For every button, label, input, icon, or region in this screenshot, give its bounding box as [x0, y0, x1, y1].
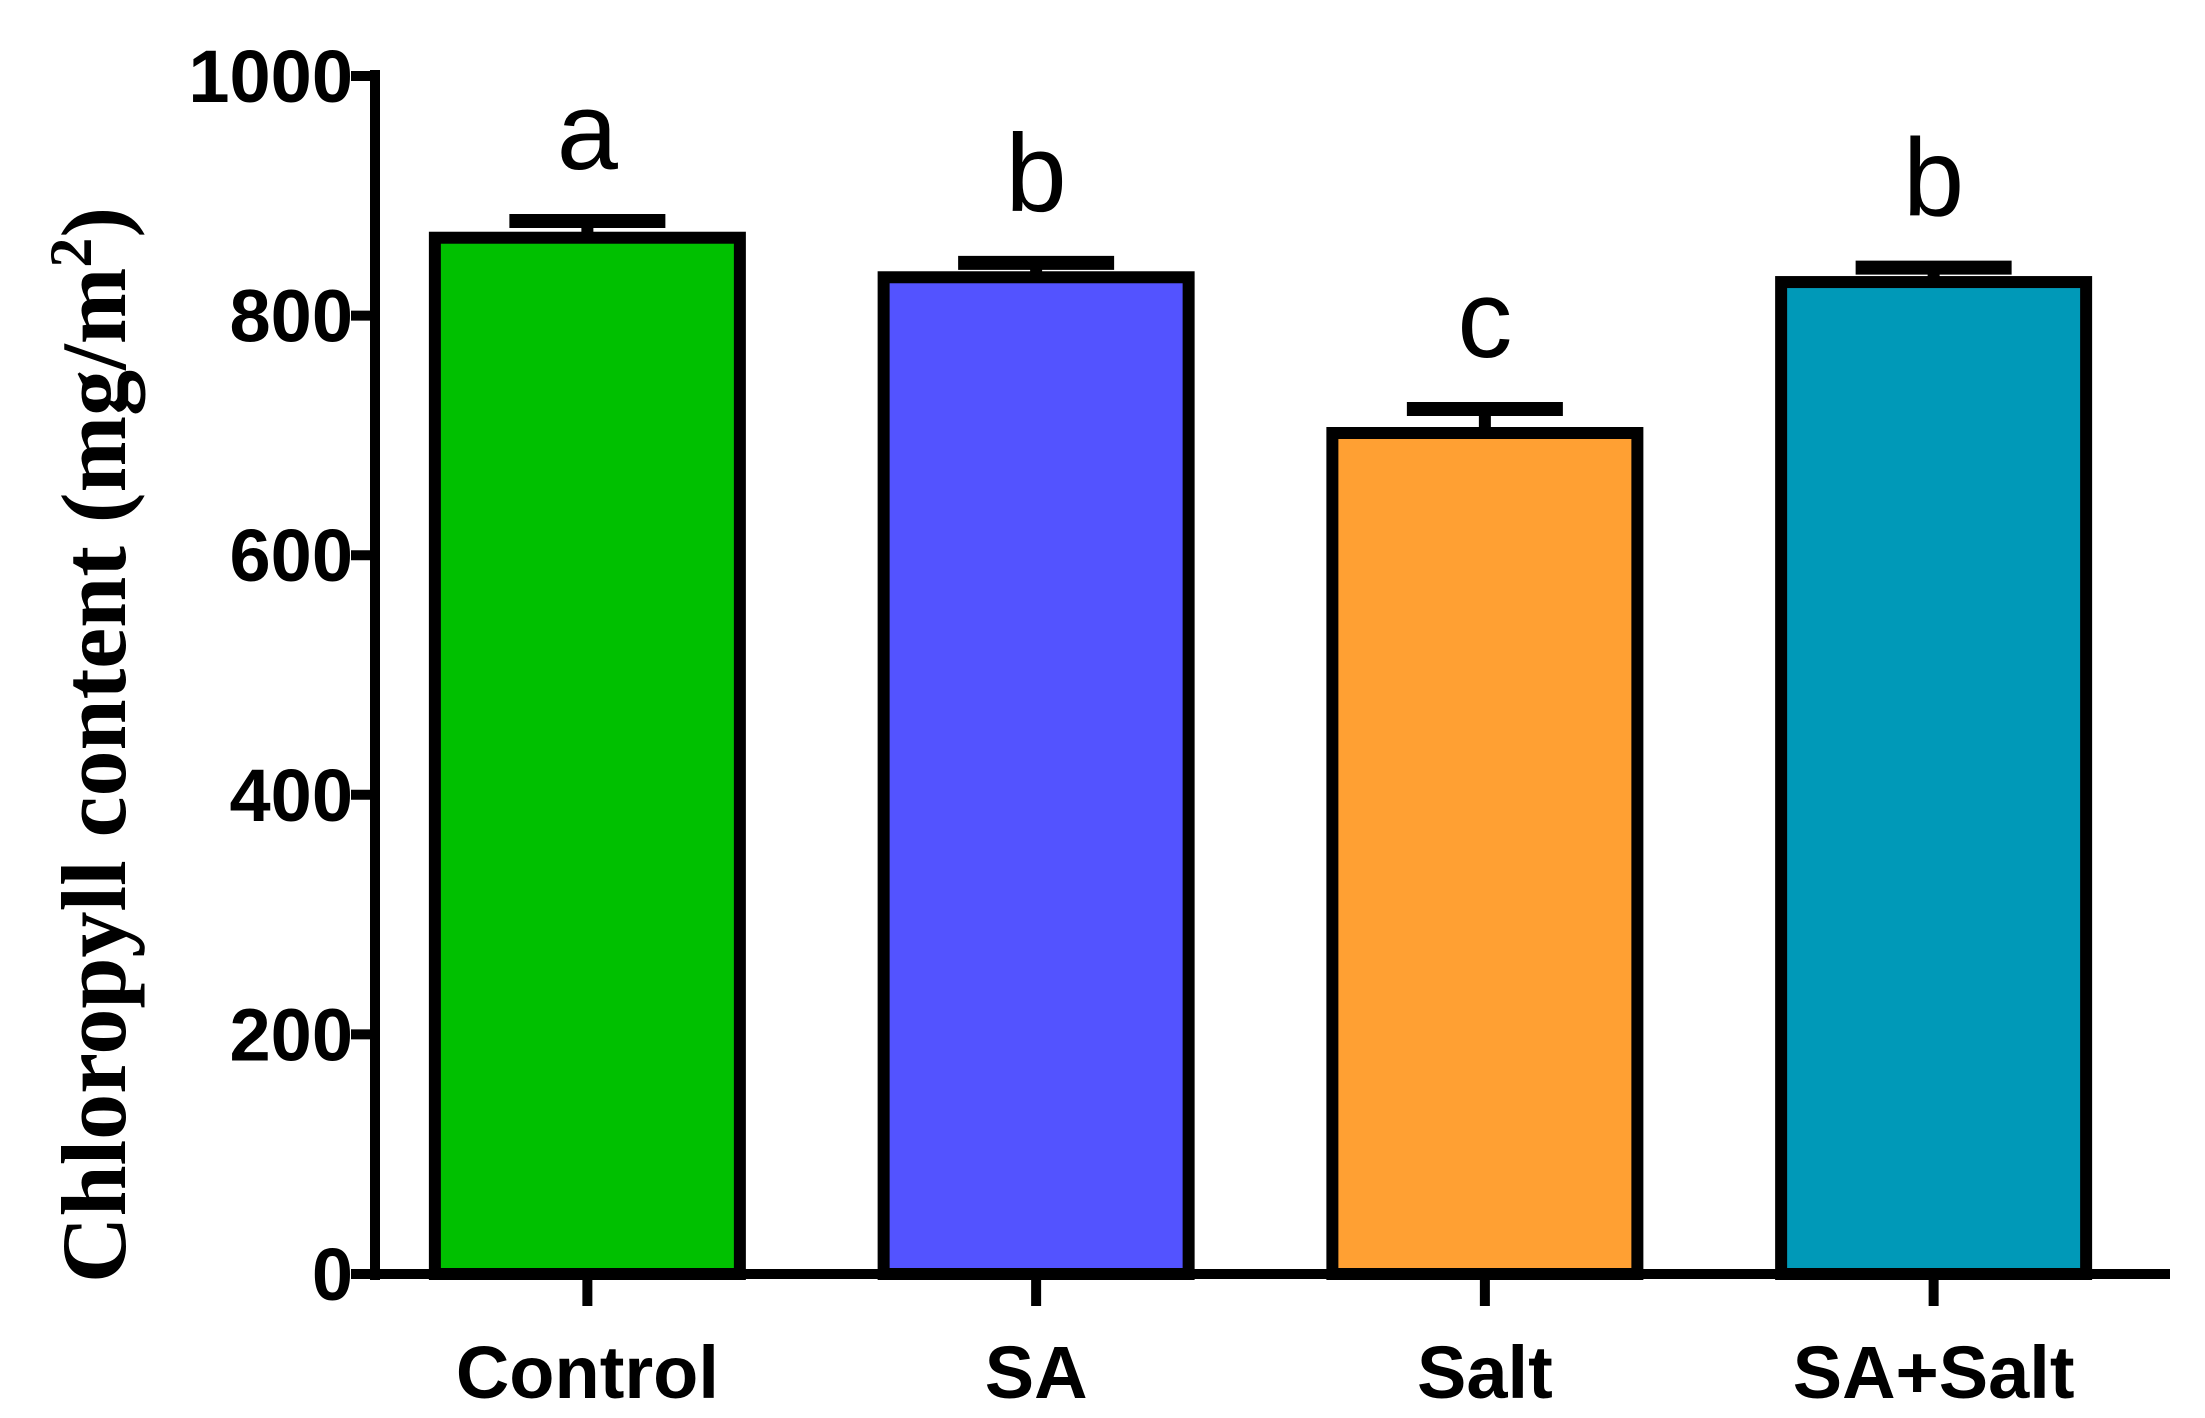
bar-sa-salt [1775, 276, 2093, 1280]
error-bars-group [509, 213, 2012, 434]
x-tick-label-sa-salt: SA+Salt [1793, 1331, 2075, 1414]
y-tick-label-800: 800 [230, 275, 353, 358]
y-axis-title-superscript: 2 [38, 238, 104, 268]
bars-group [428, 231, 2093, 1281]
significance-label-control: a [557, 70, 619, 193]
y-tick-label-0: 0 [312, 1233, 353, 1316]
y-tick-label-600: 600 [230, 514, 353, 597]
axes-group [351, 70, 2170, 1306]
x-tick-label-control: Control [456, 1331, 719, 1414]
significance-label-sa: b [1006, 112, 1067, 235]
bar-control [428, 231, 746, 1281]
y-axis-title-main: Chloropyll content (mg/m [43, 268, 145, 1283]
bar-sa [877, 271, 1195, 1281]
y-axis-title-close: ) [43, 207, 145, 238]
x-tick-label-sa: SA [985, 1331, 1088, 1414]
significance-label-sa-salt: b [1903, 117, 1964, 240]
significance-label-salt: c [1457, 258, 1512, 381]
x-tick-label-salt: Salt [1417, 1331, 1553, 1414]
bar-salt [1326, 427, 1644, 1280]
y-axis-title: Chloropyll content (mg/m2) [38, 207, 145, 1283]
y-tick-label-1000: 1000 [188, 35, 353, 118]
y-tick-label-200: 200 [230, 993, 353, 1076]
y-tick-label-400: 400 [230, 754, 353, 837]
labels-group: 0 200 400 600 800 1000 Control a SA b Salt c SA+Salt… [188, 35, 2074, 1414]
